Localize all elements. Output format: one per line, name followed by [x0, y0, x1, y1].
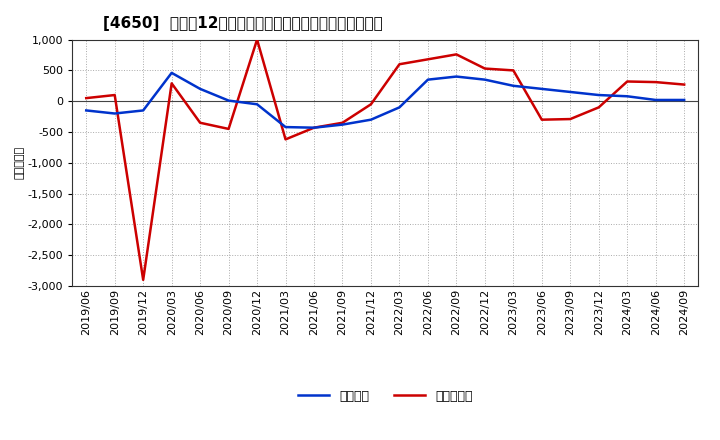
経常利益 — [509, 83, 518, 88]
経常利益 — [423, 77, 432, 82]
経常利益 — [595, 92, 603, 98]
当期純利益 — [139, 277, 148, 282]
当期純利益 — [509, 68, 518, 73]
経常利益 — [310, 125, 318, 130]
経常利益 — [139, 108, 148, 113]
当期純利益 — [366, 102, 375, 107]
Line: 当期純利益: 当期純利益 — [86, 40, 684, 280]
当期純利益 — [566, 117, 575, 122]
経常利益 — [395, 105, 404, 110]
経常利益 — [196, 86, 204, 92]
経常利益 — [253, 102, 261, 107]
当期純利益 — [395, 62, 404, 67]
経常利益 — [652, 97, 660, 103]
当期純利益 — [110, 92, 119, 98]
当期純利益 — [338, 120, 347, 125]
経常利益 — [338, 122, 347, 127]
Legend: 経常利益, 当期純利益: 経常利益, 当期純利益 — [293, 385, 477, 408]
当期純利益 — [253, 37, 261, 42]
当期純利益 — [480, 66, 489, 71]
当期純利益 — [537, 117, 546, 122]
Line: 経常利益: 経常利益 — [86, 73, 684, 128]
経常利益 — [110, 111, 119, 116]
当期純利益 — [680, 82, 688, 87]
当期純利益 — [310, 125, 318, 130]
経常利益 — [623, 94, 631, 99]
経常利益 — [225, 98, 233, 103]
経常利益 — [480, 77, 489, 82]
当期純利益 — [623, 79, 631, 84]
当期純利益 — [652, 80, 660, 85]
当期純利益 — [196, 120, 204, 125]
Y-axis label: （百万円）: （百万円） — [14, 146, 24, 180]
当期純利益 — [282, 137, 290, 142]
当期純利益 — [225, 126, 233, 132]
Text: [4650]  利益だ12か月移動合計の対前年同期増減額の推移: [4650] 利益だ12か月移動合計の対前年同期増減額の推移 — [104, 16, 383, 32]
経常利益 — [452, 74, 461, 79]
当期純利益 — [423, 57, 432, 62]
経常利益 — [167, 70, 176, 76]
当期純利益 — [452, 52, 461, 57]
経常利益 — [680, 97, 688, 103]
経常利益 — [282, 125, 290, 130]
当期純利益 — [595, 105, 603, 110]
経常利益 — [366, 117, 375, 122]
経常利益 — [82, 108, 91, 113]
当期純利益 — [82, 95, 91, 101]
経常利益 — [537, 86, 546, 92]
経常利益 — [566, 89, 575, 95]
当期純利益 — [167, 81, 176, 86]
